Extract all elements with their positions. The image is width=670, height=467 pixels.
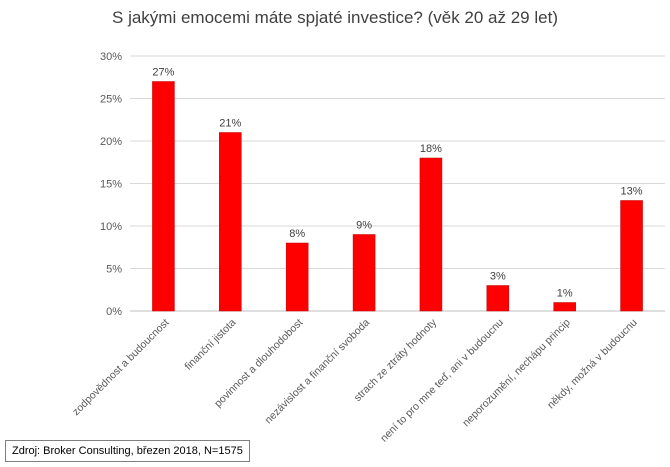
chart-title: S jakými emocemi máte spjaté investice? … xyxy=(112,8,558,27)
bar xyxy=(486,285,510,312)
x-tick-label: zodpovědnost a budoucnost xyxy=(70,317,171,418)
bar xyxy=(152,81,175,312)
source-note: Zdroj: Broker Consulting, březen 2018, N… xyxy=(5,440,250,462)
y-tick-label: 30% xyxy=(100,51,122,63)
data-label: 13% xyxy=(621,186,643,198)
y-tick-label: 25% xyxy=(100,94,122,106)
x-tick-label: neporozumění, nechápu princip xyxy=(460,317,573,430)
y-tick-label: 0% xyxy=(106,306,122,318)
data-label: 3% xyxy=(490,271,506,283)
bar xyxy=(620,200,643,312)
data-labels: 27% 21% 8% 9% 18% 3% 1% 13% xyxy=(152,67,642,300)
data-label: 18% xyxy=(420,143,442,155)
bar xyxy=(419,157,443,312)
bars xyxy=(152,81,643,312)
data-label: 9% xyxy=(356,220,372,232)
bar xyxy=(553,302,576,312)
data-label: 8% xyxy=(289,228,305,240)
y-tick-label: 15% xyxy=(100,179,122,191)
y-tick-label: 10% xyxy=(100,221,122,233)
data-label: 1% xyxy=(557,288,573,300)
gridlines xyxy=(130,55,665,312)
bar xyxy=(352,234,376,312)
x-tick-label: finanční jistota xyxy=(182,317,238,373)
bar xyxy=(285,242,309,312)
y-axis-ticks: 0% 5% 10% 15% 20% 25% 30% xyxy=(100,51,122,318)
bar xyxy=(219,132,242,312)
x-tick-label: nezávislost a finanční svoboda xyxy=(263,317,373,427)
x-tick-label: není to pro mne teď, ani v budoucnu xyxy=(378,317,506,445)
x-axis-labels: zodpovědnost a budoucnost finanční jistot… xyxy=(70,316,640,444)
y-tick-label: 5% xyxy=(106,264,122,276)
data-label: 27% xyxy=(152,67,174,79)
y-tick-label: 20% xyxy=(100,136,122,148)
data-label: 21% xyxy=(219,118,241,130)
